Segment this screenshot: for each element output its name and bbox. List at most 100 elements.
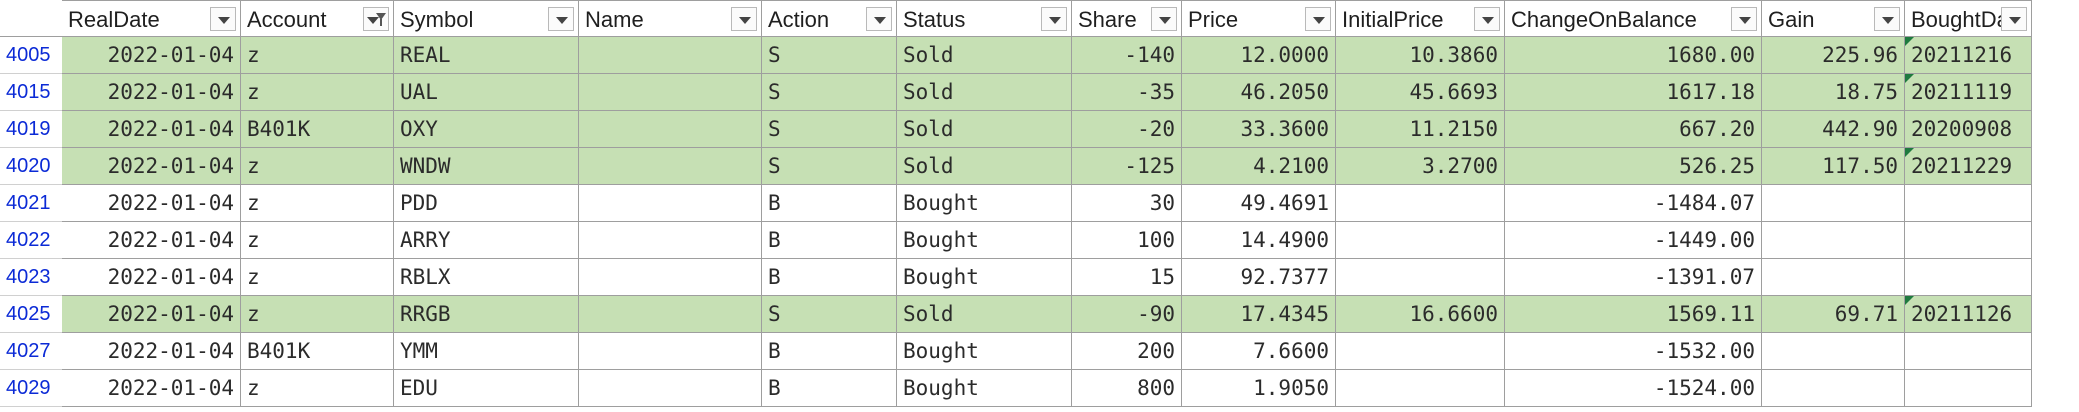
cell-boughtdate[interactable]: 20211229 <box>1905 148 2032 185</box>
cell-status[interactable]: Bought <box>897 259 1072 296</box>
cell-account[interactable]: B401K <box>241 333 394 370</box>
cell-action[interactable]: B <box>762 370 897 407</box>
cell-action[interactable]: S <box>762 148 897 185</box>
cell-name[interactable] <box>579 333 762 370</box>
column-header-gain[interactable]: Gain <box>1762 0 1905 37</box>
cell-symbol[interactable]: UAL <box>394 74 579 111</box>
cell-price[interactable]: 1.9050 <box>1182 370 1336 407</box>
cell-share[interactable]: -20 <box>1072 111 1182 148</box>
cell-realdate[interactable]: 2022-01-04 <box>62 148 241 185</box>
column-header-action[interactable]: Action <box>762 0 897 37</box>
cell-name[interactable] <box>579 296 762 333</box>
cell-realdate[interactable]: 2022-01-04 <box>62 370 241 407</box>
filter-dropdown-icon[interactable] <box>210 7 236 31</box>
select-all-corner[interactable] <box>0 0 62 37</box>
cell-boughtdate[interactable] <box>1905 333 2032 370</box>
column-header-changeonbalance[interactable]: ChangeOnBalance <box>1505 0 1762 37</box>
cell-price[interactable]: 46.2050 <box>1182 74 1336 111</box>
row-number[interactable]: 4019 <box>0 111 62 148</box>
cell-share[interactable]: -90 <box>1072 296 1182 333</box>
cell-name[interactable] <box>579 259 762 296</box>
cell-gain[interactable]: 18.75 <box>1762 74 1905 111</box>
cell-gain[interactable]: 69.71 <box>1762 296 1905 333</box>
filter-dropdown-icon[interactable] <box>731 7 757 31</box>
cell-gain[interactable] <box>1762 370 1905 407</box>
cell-realdate[interactable]: 2022-01-04 <box>62 37 241 74</box>
table-row[interactable]: 4029 2022-01-04 z EDU B Bought 800 1.9050 -1524.… <box>0 370 2079 407</box>
cell-price[interactable]: 17.4345 <box>1182 296 1336 333</box>
cell-symbol[interactable]: OXY <box>394 111 579 148</box>
row-number[interactable]: 4025 <box>0 296 62 333</box>
table-row[interactable]: 4023 2022-01-04 z RBLX B Bought 15 92.7377 -1391… <box>0 259 2079 296</box>
row-number[interactable]: 4027 <box>0 333 62 370</box>
cell-account[interactable]: z <box>241 370 394 407</box>
cell-initialprice[interactable]: 45.6693 <box>1336 74 1505 111</box>
cell-account[interactable]: z <box>241 296 394 333</box>
cell-boughtdate[interactable]: 20211216 <box>1905 37 2032 74</box>
row-number[interactable]: 4029 <box>0 370 62 407</box>
cell-account[interactable]: z <box>241 222 394 259</box>
cell-name[interactable] <box>579 74 762 111</box>
cell-symbol[interactable]: WNDW <box>394 148 579 185</box>
cell-gain[interactable]: 442.90 <box>1762 111 1905 148</box>
cell-name[interactable] <box>579 222 762 259</box>
cell-action[interactable]: S <box>762 37 897 74</box>
table-row[interactable]: 4022 2022-01-04 z ARRY B Bought 100 14.4900 -144… <box>0 222 2079 259</box>
cell-action[interactable]: B <box>762 259 897 296</box>
cell-realdate[interactable]: 2022-01-04 <box>62 222 241 259</box>
cell-symbol[interactable]: REAL <box>394 37 579 74</box>
cell-initialprice[interactable]: 10.3860 <box>1336 37 1505 74</box>
cell-account[interactable]: z <box>241 148 394 185</box>
cell-realdate[interactable]: 2022-01-04 <box>62 333 241 370</box>
cell-symbol[interactable]: PDD <box>394 185 579 222</box>
cell-status[interactable]: Bought <box>897 185 1072 222</box>
filter-dropdown-icon[interactable] <box>2001 7 2027 31</box>
row-number[interactable]: 4020 <box>0 148 62 185</box>
cell-price[interactable]: 14.4900 <box>1182 222 1336 259</box>
cell-action[interactable]: B <box>762 222 897 259</box>
cell-action[interactable]: S <box>762 111 897 148</box>
cell-action[interactable]: B <box>762 185 897 222</box>
cell-initialprice[interactable] <box>1336 259 1505 296</box>
table-row[interactable]: 4005 2022-01-04 z REAL S Sold -140 12.0000 10.38… <box>0 37 2079 74</box>
filter-dropdown-icon[interactable] <box>1474 7 1500 31</box>
cell-share[interactable]: -35 <box>1072 74 1182 111</box>
cell-changeonbalance[interactable]: -1449.00 <box>1505 222 1762 259</box>
cell-account[interactable]: z <box>241 74 394 111</box>
column-header-boughtdate[interactable]: BoughtDate <box>1905 0 2032 37</box>
cell-status[interactable]: Sold <box>897 111 1072 148</box>
cell-price[interactable]: 12.0000 <box>1182 37 1336 74</box>
cell-gain[interactable] <box>1762 222 1905 259</box>
column-header-initialprice[interactable]: InitialPrice <box>1336 0 1505 37</box>
cell-boughtdate[interactable] <box>1905 370 2032 407</box>
cell-changeonbalance[interactable]: 1680.00 <box>1505 37 1762 74</box>
cell-gain[interactable]: 117.50 <box>1762 148 1905 185</box>
cell-changeonbalance[interactable]: -1532.00 <box>1505 333 1762 370</box>
cell-boughtdate[interactable]: 20211126 <box>1905 296 2032 333</box>
cell-share[interactable]: 800 <box>1072 370 1182 407</box>
cell-account[interactable]: z <box>241 259 394 296</box>
cell-boughtdate[interactable]: 20200908 <box>1905 111 2032 148</box>
cell-changeonbalance[interactable]: 1617.18 <box>1505 74 1762 111</box>
cell-action[interactable]: S <box>762 296 897 333</box>
cell-boughtdate[interactable] <box>1905 185 2032 222</box>
cell-account[interactable]: z <box>241 185 394 222</box>
filter-dropdown-icon[interactable] <box>1874 7 1900 31</box>
column-header-price[interactable]: Price <box>1182 0 1336 37</box>
table-row[interactable]: 4027 2022-01-04 B401K YMM B Bought 200 7.6600 -1… <box>0 333 2079 370</box>
filter-dropdown-icon[interactable] <box>866 7 892 31</box>
cell-status[interactable]: Bought <box>897 222 1072 259</box>
cell-name[interactable] <box>579 185 762 222</box>
table-row[interactable]: 4015 2022-01-04 z UAL S Sold -35 46.2050 45.6693… <box>0 74 2079 111</box>
cell-changeonbalance[interactable]: 526.25 <box>1505 148 1762 185</box>
cell-share[interactable]: 100 <box>1072 222 1182 259</box>
filter-dropdown-icon[interactable] <box>1305 7 1331 31</box>
cell-account[interactable]: z <box>241 37 394 74</box>
row-number[interactable]: 4022 <box>0 222 62 259</box>
cell-name[interactable] <box>579 148 762 185</box>
cell-changeonbalance[interactable]: -1391.07 <box>1505 259 1762 296</box>
cell-realdate[interactable]: 2022-01-04 <box>62 74 241 111</box>
column-header-status[interactable]: Status <box>897 0 1072 37</box>
cell-price[interactable]: 7.6600 <box>1182 333 1336 370</box>
filter-active-dropdown-icon[interactable] <box>363 7 389 31</box>
